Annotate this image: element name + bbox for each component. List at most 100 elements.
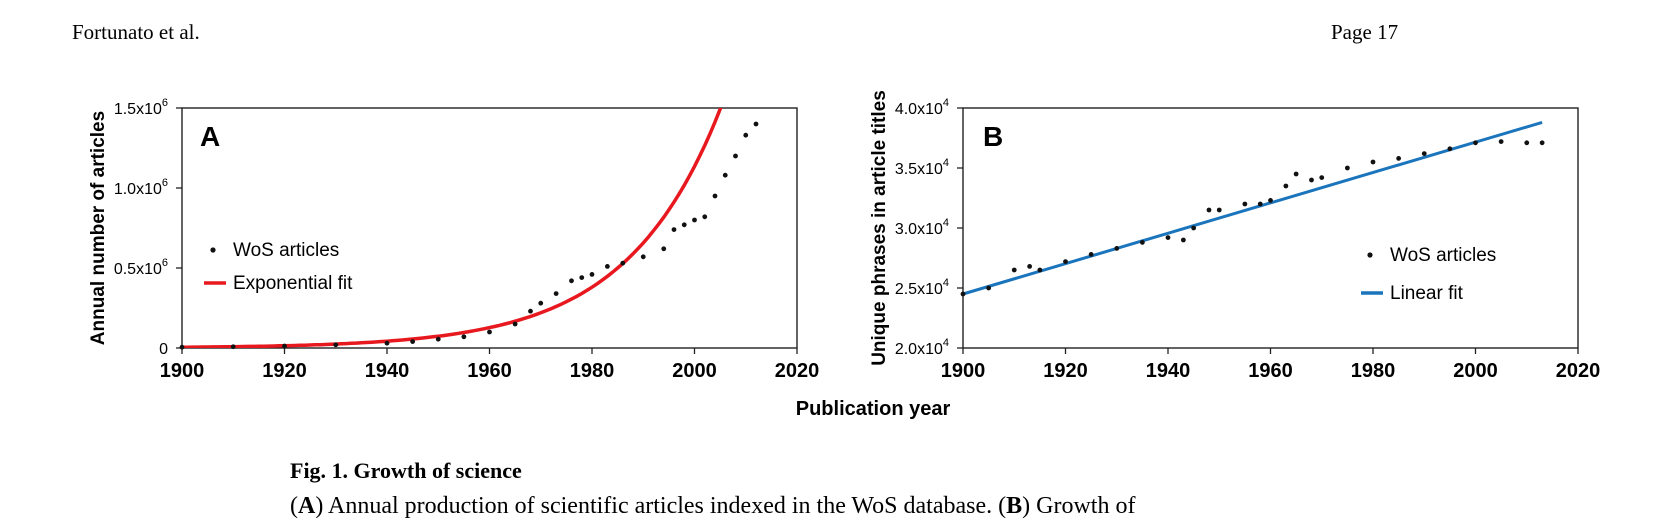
- y-tick-label: 3.5x104: [895, 157, 949, 178]
- data-point: [528, 308, 533, 314]
- exponential-fit-line: [182, 108, 723, 348]
- caption-part: (: [290, 493, 298, 519]
- data-point: [230, 344, 236, 350]
- data-point: [1293, 171, 1299, 177]
- data-point: [604, 264, 610, 269]
- data-point: [1180, 237, 1186, 243]
- data-point: [1344, 165, 1350, 171]
- x-tick-label: 1960: [467, 360, 512, 382]
- data-point: [661, 246, 667, 252]
- caption-part: ) Growth of: [1022, 493, 1136, 519]
- x-axis-label-shared: Publication year: [796, 398, 951, 420]
- data-point: [487, 329, 492, 335]
- data-point: [461, 334, 467, 340]
- data-point: [640, 254, 646, 260]
- caption-part: ) Annual production of scientific articl…: [315, 493, 1007, 519]
- x-tick-label: 1940: [365, 360, 410, 382]
- y-tick-label: 2.5x104: [895, 277, 949, 298]
- data-point: [384, 340, 390, 346]
- data-point: [579, 275, 585, 280]
- running-header-authors: Fortunato et al.: [72, 20, 200, 44]
- linear-fit-line: [963, 120, 1543, 296]
- y-tick-label: 1.0x106: [114, 177, 168, 198]
- x-tick-label: 2000: [672, 360, 717, 382]
- figure-growth-of-science: 1900 1920 1940 1960 1980 2000 2020 0 0.5x106 1.0x…: [88, 90, 1600, 420]
- data-point: [1370, 159, 1376, 165]
- data-point: [333, 342, 339, 348]
- x-tick-label: 1920: [262, 360, 307, 382]
- y-tick-label: 0: [159, 341, 168, 358]
- data-point: [282, 343, 287, 349]
- data-point: [1268, 198, 1273, 203]
- data-point: [1063, 259, 1068, 264]
- figure-caption-text: (A) Annual production of scientific arti…: [290, 493, 1135, 520]
- y-tick-label: 1.5x106: [114, 97, 168, 118]
- legend-marker-points: [1367, 252, 1373, 258]
- y-tick-label: 3.0x104: [895, 217, 949, 238]
- data-point: [986, 285, 992, 291]
- data-point: [1242, 201, 1248, 207]
- data-point: [733, 153, 738, 159]
- data-point: [702, 214, 708, 220]
- data-point: [712, 193, 718, 199]
- panel-letter: B: [983, 121, 1003, 152]
- data-point: [743, 132, 749, 138]
- x-tick-label: 1900: [160, 360, 205, 382]
- data-point: [435, 336, 441, 342]
- data-point: [620, 260, 626, 266]
- data-point: [753, 121, 759, 127]
- y-tick-label: 4.0x104: [895, 97, 949, 118]
- y-tick-label: 2.0x104: [895, 337, 949, 358]
- data-point: [671, 227, 677, 233]
- y-axis-label: Unique phrases in article titles: [869, 90, 890, 366]
- data-point: [569, 278, 574, 284]
- caption-panel-ref-b: B: [1006, 493, 1023, 519]
- data-point: [1088, 252, 1094, 257]
- chart-panel-a: 1900 1920 1940 1960 1980 2000 2020 0 0.5x106 1.0x…: [88, 97, 820, 382]
- data-point: [1191, 225, 1197, 231]
- data-point: [1283, 183, 1289, 189]
- data-point: [1539, 140, 1545, 146]
- y-tick-label: 0.5x106: [114, 257, 168, 278]
- x-tick-label: 1900: [941, 360, 986, 382]
- data-point: [681, 222, 687, 228]
- chart-panel-b: 1900 1920 1940 1960 1980 2000 2020 2.0x104 2.5x1…: [869, 90, 1600, 382]
- data-point: [1473, 140, 1478, 146]
- legend-label-fit: Exponential fit: [233, 273, 353, 294]
- data-point: [1206, 207, 1212, 213]
- data-point: [692, 217, 697, 223]
- caption-panel-ref-a: A: [298, 493, 316, 519]
- data-point: [179, 344, 185, 350]
- data-point: [538, 300, 544, 306]
- data-point: [722, 172, 728, 178]
- x-tick-label: 1920: [1043, 360, 1088, 382]
- data-point: [1165, 235, 1171, 241]
- data-point: [1447, 146, 1453, 152]
- x-tick-label: 2020: [775, 360, 820, 382]
- x-tick-label: 1960: [1248, 360, 1293, 382]
- x-tick-label: 2020: [1556, 360, 1601, 382]
- figure-caption-title: Fig. 1. Growth of science: [290, 458, 522, 483]
- data-point: [1396, 156, 1402, 161]
- data-point: [1027, 264, 1033, 269]
- data-point: [410, 339, 416, 344]
- data-point: [1309, 177, 1314, 183]
- data-point: [1257, 201, 1263, 207]
- data-point: [512, 321, 518, 327]
- data-point: [553, 291, 559, 296]
- data-point: [589, 272, 595, 277]
- legend-label-points: WoS articles: [233, 240, 339, 261]
- legend-label-fit: Linear fit: [1390, 283, 1464, 304]
- x-tick-label: 1940: [1146, 360, 1191, 382]
- x-tick-label: 2000: [1453, 360, 1498, 382]
- data-point: [1139, 240, 1145, 245]
- data-point: [1216, 207, 1222, 213]
- data-point: [1524, 140, 1530, 146]
- legend-marker-points: [210, 247, 216, 253]
- plot-frame: [962, 107, 1579, 349]
- panel-letter: A: [200, 121, 220, 152]
- data-point: [1037, 267, 1043, 273]
- data-point: [1319, 175, 1325, 181]
- x-tick-label: 1980: [570, 360, 615, 382]
- data-point: [1421, 151, 1427, 157]
